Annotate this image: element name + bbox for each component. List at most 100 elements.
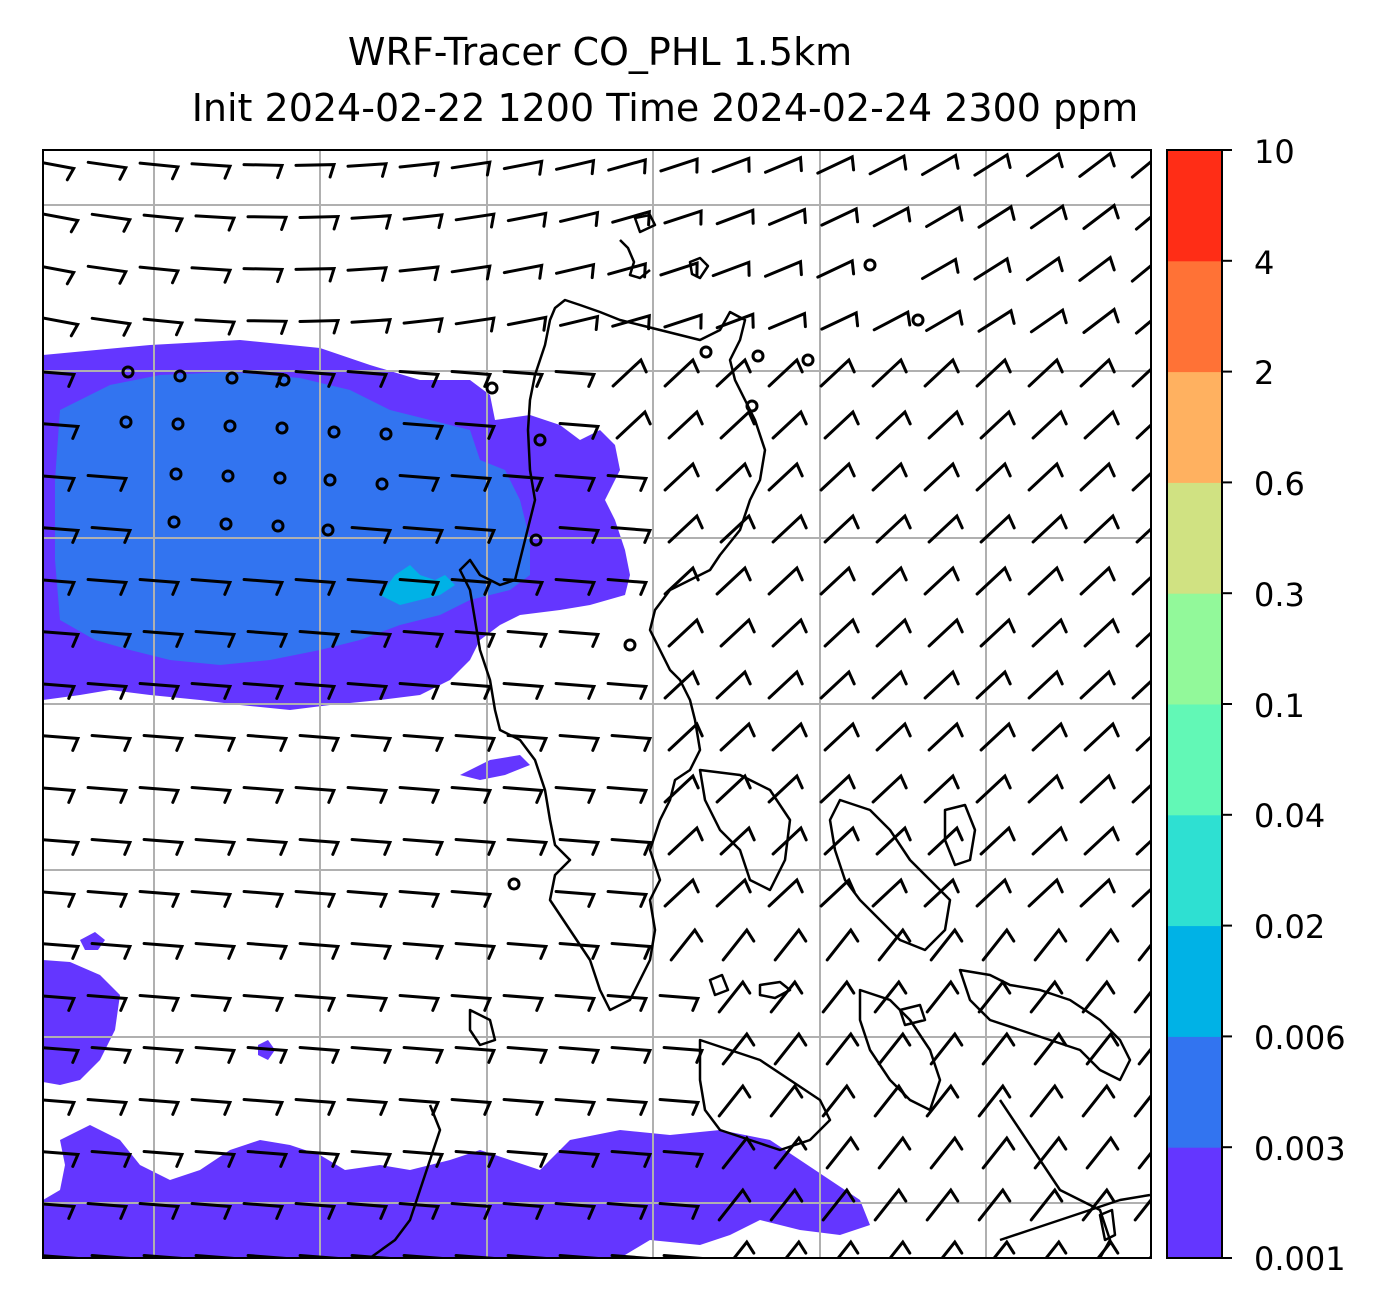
wind-barb — [398, 786, 441, 804]
wind-barb — [929, 1031, 964, 1066]
wind-barb — [873, 1187, 908, 1222]
wind-barb — [767, 357, 804, 388]
calm-marker — [219, 517, 233, 531]
wind-barb — [502, 682, 545, 700]
wind-barb — [663, 209, 703, 226]
wind-barb — [558, 1254, 601, 1258]
wind-barb — [1135, 526, 1151, 544]
wind-barb — [610, 526, 653, 544]
wind-barb — [715, 565, 752, 596]
wind-barb — [1130, 263, 1151, 283]
wind-barb — [242, 1098, 285, 1116]
wind-barb — [923, 357, 960, 388]
wind-barb — [242, 163, 285, 180]
wind-barb — [667, 721, 704, 752]
wind-barb — [929, 927, 964, 962]
wind-barb — [294, 890, 337, 908]
wind-barb — [929, 1135, 964, 1170]
wind-barb — [246, 734, 289, 752]
wind-barb — [816, 154, 856, 175]
wind-barb — [662, 1150, 705, 1168]
wind-barb — [717, 979, 752, 1014]
calm-marker — [223, 419, 237, 433]
wind-barb — [242, 890, 285, 908]
wind-barb — [823, 513, 860, 544]
wind-barb — [821, 1187, 856, 1222]
wind-barb — [717, 1083, 752, 1118]
wind-barb — [663, 773, 700, 804]
wind-barb — [294, 370, 337, 388]
wind-barb — [606, 786, 649, 804]
wind-barb — [194, 838, 237, 856]
wind-barb — [554, 474, 597, 492]
wind-barb — [246, 1046, 289, 1064]
wind-barb — [1131, 783, 1151, 804]
calm-marker — [375, 477, 389, 491]
colorbar-segment — [1167, 704, 1222, 816]
calm-marker — [745, 399, 759, 413]
wind-barb — [86, 160, 129, 181]
wind-barb — [610, 734, 653, 752]
wind-barb — [610, 1150, 653, 1168]
map-title-line1: WRF-Tracer CO_PHL 1.5km — [347, 30, 853, 74]
wind-barb — [606, 474, 649, 492]
wind-barb — [767, 565, 804, 596]
wind-barb — [1078, 255, 1116, 282]
wind-barb — [454, 316, 496, 333]
wind-barb — [43, 422, 81, 440]
wind-barb — [877, 1135, 912, 1170]
wind-barb — [715, 773, 752, 804]
calm-marker — [751, 349, 765, 363]
wind-barb — [298, 318, 341, 335]
wind-barb — [86, 1202, 129, 1220]
colorbar-label: 0.1 — [1254, 687, 1305, 725]
wind-barb — [1137, 1046, 1151, 1066]
wind-barb — [1135, 422, 1151, 440]
colorbar-segment — [1167, 371, 1222, 483]
wind-barb — [875, 721, 912, 752]
wind-barb — [721, 927, 756, 962]
wind-barb — [875, 513, 912, 544]
calm-marker — [221, 469, 235, 483]
wind-barb — [398, 265, 440, 282]
wind-barb — [1033, 1031, 1068, 1066]
wind-barb — [298, 734, 341, 752]
wind-barb — [350, 838, 393, 856]
wind-barb — [43, 161, 77, 182]
wind-barb — [246, 1150, 289, 1168]
wind-barb — [402, 734, 445, 752]
wind-barb — [767, 461, 804, 492]
wind-barb — [667, 617, 704, 648]
wind-barb — [662, 1046, 705, 1064]
wind-barb — [190, 1202, 233, 1220]
tracer-region-bottomleft — [43, 1205, 100, 1258]
wind-barb — [298, 838, 341, 856]
wind-barb — [1083, 825, 1120, 856]
colorbar-label: 10 — [1254, 133, 1295, 171]
tracer-region-bottom — [43, 1125, 870, 1258]
wind-barb — [142, 317, 185, 337]
wind-barb — [825, 927, 860, 962]
wind-barb — [715, 669, 752, 700]
wind-barb — [667, 409, 704, 440]
wind-barb — [346, 786, 389, 804]
calm-marker — [623, 638, 637, 652]
wind-barb — [294, 578, 337, 596]
wind-barb — [506, 1046, 549, 1064]
wind-barb — [819, 357, 856, 388]
colorbar-segment — [1167, 260, 1222, 373]
wind-barb — [558, 1150, 601, 1168]
wind-barb — [871, 877, 908, 908]
wind-barb — [711, 156, 751, 174]
wind-barb — [142, 213, 185, 233]
wind-barb — [294, 786, 337, 804]
wind-barb — [90, 526, 133, 544]
wind-barb — [767, 669, 804, 700]
wind-barb — [923, 565, 960, 596]
wind-barb — [825, 1031, 860, 1066]
wind-barb — [1029, 979, 1064, 1014]
wind-barb — [715, 461, 752, 492]
wind-barb — [398, 578, 441, 596]
wind-barb — [190, 682, 233, 700]
